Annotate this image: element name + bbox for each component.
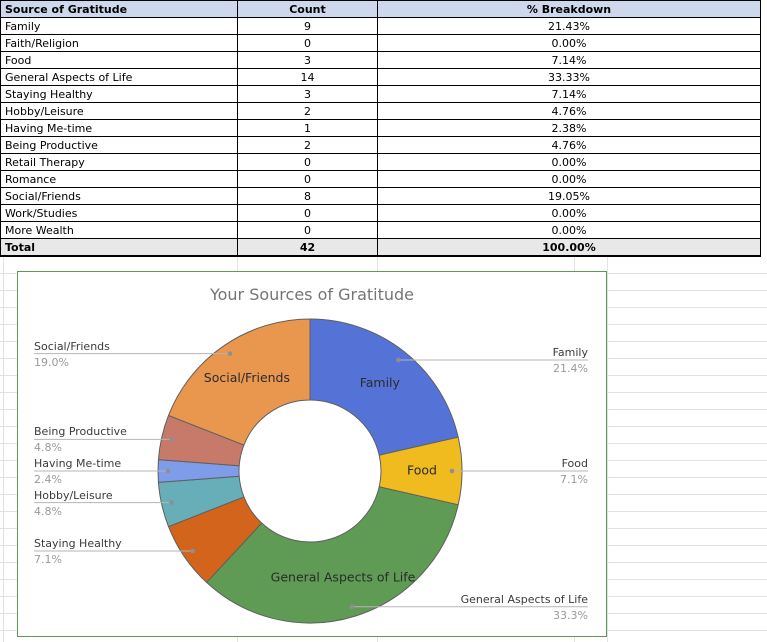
table-row: Being Productive 2 4.76%: [0, 136, 761, 154]
cell-breakdown[interactable]: 0.00%: [377, 170, 761, 188]
table-row: Hobby/Leisure 2 4.76%: [0, 102, 761, 120]
cell-source[interactable]: Staying Healthy: [0, 85, 238, 103]
slice-label-percent: 33.3%: [553, 608, 588, 622]
column-header-count[interactable]: Count: [237, 0, 378, 18]
cell-count[interactable]: 0: [237, 204, 378, 222]
cell-breakdown[interactable]: 0.00%: [377, 153, 761, 171]
slice-label-percent: 4.8%: [34, 504, 62, 518]
slice-inner-label: Family: [360, 375, 401, 390]
cell-source[interactable]: Being Productive: [0, 136, 238, 154]
cell-breakdown[interactable]: 0.00%: [377, 34, 761, 52]
cell-source[interactable]: Hobby/Leisure: [0, 102, 238, 120]
slice-label-name: Having Me-time: [34, 457, 122, 470]
cell-count[interactable]: 0: [237, 153, 378, 171]
table-header-row: Source of Gratitude Count % Breakdown: [0, 0, 761, 18]
cell-count[interactable]: 2: [237, 102, 378, 120]
table-row: Retail Therapy 0 0.00%: [0, 153, 761, 171]
cell-count[interactable]: 0: [237, 221, 378, 239]
label-anchor-dot: [227, 351, 233, 356]
cell-breakdown[interactable]: 21.43%: [377, 17, 761, 35]
cell-breakdown[interactable]: 0.00%: [377, 204, 761, 222]
slice-label-percent: 19.0%: [34, 355, 69, 369]
cell-source[interactable]: Work/Studies: [0, 204, 238, 222]
cell-source[interactable]: General Aspects of Life: [0, 68, 238, 86]
slice-label-percent: 7.1%: [34, 552, 62, 566]
cell-breakdown[interactable]: 7.14%: [377, 85, 761, 103]
table-row: More Wealth 0 0.00%: [0, 221, 761, 239]
column-header-breakdown[interactable]: % Breakdown: [377, 0, 761, 18]
label-anchor-dot: [190, 548, 195, 554]
slice-inner-label: Food: [407, 463, 437, 478]
label-anchor-dot: [449, 468, 455, 474]
cell-count[interactable]: 0: [237, 34, 378, 52]
cell-count[interactable]: 42: [237, 238, 378, 257]
gridline-vertical: [607, 257, 608, 642]
donut-chart-svg: Family Food General Aspects of Life Social/…: [34, 318, 588, 624]
table-row: Social/Friends 8 19.05%: [0, 187, 761, 205]
cell-count[interactable]: 8: [237, 187, 378, 205]
table-row: Having Me-time 1 2.38%: [0, 119, 761, 137]
slice-label-percent: 2.4%: [34, 473, 62, 486]
cell-count[interactable]: 0: [237, 170, 378, 188]
slice-label-name: Food: [561, 457, 588, 470]
table-total-row: Total 42 100.00%: [0, 238, 761, 257]
label-anchor-dot: [349, 604, 355, 609]
cell-count[interactable]: 3: [237, 85, 378, 103]
cell-breakdown[interactable]: 100.00%: [377, 238, 761, 257]
table-row: Romance 0 0.00%: [0, 170, 761, 188]
slice-label-name: Being Productive: [34, 425, 127, 439]
cell-source[interactable]: Total: [0, 238, 238, 257]
slice-label-name: Staying Healthy: [34, 536, 122, 550]
table-row: Faith/Religion 0 0.00%: [0, 34, 761, 52]
cell-count[interactable]: 3: [237, 51, 378, 69]
cell-source[interactable]: Romance: [0, 170, 238, 188]
slice-inner-label: General Aspects of Life: [271, 570, 416, 585]
slice-label-name: Hobby/Leisure: [34, 488, 113, 502]
table-row: Staying Healthy 3 7.14%: [0, 85, 761, 103]
cell-count[interactable]: 1: [237, 119, 378, 137]
slice-label-percent: 21.4%: [553, 361, 588, 375]
table-row: General Aspects of Life 14 33.33%: [0, 68, 761, 86]
slice-label-name: General Aspects of Life: [460, 592, 588, 606]
cell-source[interactable]: More Wealth: [0, 221, 238, 239]
slice-label-percent: 7.1%: [560, 473, 588, 486]
cell-source[interactable]: Family: [0, 17, 238, 35]
chart-title: Your Sources of Gratitude: [209, 285, 415, 304]
cell-breakdown[interactable]: 7.14%: [377, 51, 761, 69]
pie-slice-general-aspects-of-life[interactable]: [206, 486, 459, 624]
slice-inner-label: Social/Friends: [204, 370, 290, 385]
cell-breakdown[interactable]: 0.00%: [377, 221, 761, 239]
table-row: Family 9 21.43%: [0, 17, 761, 35]
gratitude-table: Source of Gratitude Count % Breakdown Fa…: [0, 0, 761, 257]
cell-breakdown[interactable]: 4.76%: [377, 136, 761, 154]
cell-breakdown[interactable]: 33.33%: [377, 68, 761, 86]
slice-label-percent: 4.8%: [34, 441, 62, 455]
table-row: Work/Studies 0 0.00%: [0, 204, 761, 222]
slice-label-name: Family: [552, 345, 588, 359]
cell-breakdown[interactable]: 19.05%: [377, 187, 761, 205]
gratitude-chart[interactable]: Your Sources of Gratitude Family Food Gene…: [17, 271, 607, 637]
table-row: Food 3 7.14%: [0, 51, 761, 69]
cell-count[interactable]: 14: [237, 68, 378, 86]
cell-source[interactable]: Food: [0, 51, 238, 69]
cell-breakdown[interactable]: 2.38%: [377, 119, 761, 137]
slice-label-name: Social/Friends: [34, 339, 110, 353]
cell-breakdown[interactable]: 4.76%: [377, 102, 761, 120]
cell-source[interactable]: Social/Friends: [0, 187, 238, 205]
label-anchor-dot: [396, 357, 401, 363]
label-anchor-dot: [169, 500, 174, 505]
pie-slice-social-friends[interactable]: [168, 318, 311, 446]
column-header-source[interactable]: Source of Gratitude: [0, 0, 238, 18]
cell-source[interactable]: Having Me-time: [0, 119, 238, 137]
cell-count[interactable]: 9: [237, 17, 378, 35]
cell-source[interactable]: Retail Therapy: [0, 153, 238, 171]
label-anchor-dot: [169, 437, 174, 442]
cell-count[interactable]: 2: [237, 136, 378, 154]
gridline-vertical: [3, 257, 4, 642]
label-anchor-dot: [165, 468, 171, 474]
cell-source[interactable]: Faith/Religion: [0, 34, 238, 52]
pie-slice-family[interactable]: [309, 318, 459, 456]
